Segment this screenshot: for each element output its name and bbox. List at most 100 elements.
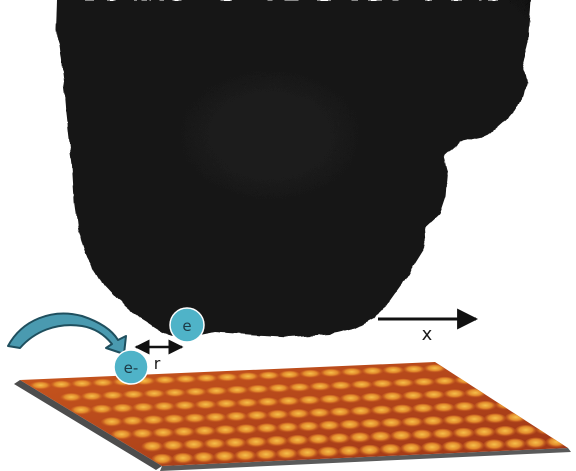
surface-atom (371, 379, 394, 389)
surface-atom (514, 425, 537, 436)
surface-atom (296, 447, 319, 459)
surface-atom (504, 438, 526, 450)
surface-atom (183, 413, 206, 424)
surface-atom (70, 405, 93, 416)
surface-atom (182, 439, 205, 451)
surface-atom (163, 388, 186, 398)
surface-atom (400, 442, 423, 455)
distance-label: r (154, 354, 161, 373)
surface-atom (277, 396, 300, 407)
surface-atom (246, 410, 268, 421)
sample-surface (14, 362, 571, 471)
surface-atom (163, 414, 185, 425)
surface-atom (266, 409, 289, 420)
surface-atom (402, 391, 425, 401)
surface-atom (50, 380, 73, 390)
surface-atom (213, 451, 236, 463)
surface-atom (225, 411, 248, 422)
surface-atom (370, 405, 393, 416)
stm-tip (57, 0, 531, 338)
surface-atom (339, 393, 362, 404)
surface-atom (71, 379, 93, 389)
electron-on-tip: e (169, 307, 205, 343)
surface-atom (215, 399, 238, 409)
surface-atom (195, 374, 218, 383)
surface-atom (276, 422, 299, 433)
surface-atom (143, 389, 166, 399)
surface-atom (275, 448, 298, 460)
surface-atom (484, 413, 507, 424)
surface-atom (535, 424, 558, 436)
surface-atom (462, 440, 485, 452)
surface-atom (131, 428, 154, 440)
surface-atom (309, 382, 332, 392)
surface-atom (90, 404, 113, 415)
surface-atom (151, 453, 174, 466)
surface-atom (246, 384, 269, 394)
surface-atom (100, 417, 123, 428)
surface-atom (360, 392, 383, 403)
surface-atom (205, 386, 228, 396)
surface-atom (452, 427, 475, 439)
surface-atom (340, 367, 363, 377)
surface-atom (348, 432, 371, 444)
electron-on-tip-label: e (182, 317, 191, 335)
x-axis-label: x (422, 324, 433, 345)
surface-atom (286, 434, 309, 446)
surface-atom (350, 380, 373, 390)
surface-atom (193, 426, 216, 437)
surface-atom (338, 419, 361, 431)
surface-atom (235, 424, 258, 435)
surface-atom (152, 427, 175, 439)
electron-incoming: e- (113, 349, 149, 385)
surface-atom (421, 416, 444, 427)
surface-atom (453, 401, 476, 412)
surface-atom (382, 366, 405, 375)
surface-atom (142, 415, 165, 426)
surface-atom (255, 423, 278, 434)
surface-atom (141, 441, 164, 453)
surface-atom (318, 420, 341, 431)
surface-atom (379, 443, 402, 456)
surface-atom (255, 449, 277, 461)
surface-atom (287, 409, 310, 419)
surface-atom (442, 415, 465, 426)
surface-atom (121, 416, 144, 427)
surface-atom (403, 365, 425, 374)
surface-atom (174, 375, 197, 384)
surface-atom (495, 400, 517, 410)
surface-atom (359, 418, 382, 430)
surface-atom (110, 429, 133, 440)
surface-atom (401, 417, 424, 428)
surface-atom (153, 401, 176, 412)
surface-atom (473, 426, 496, 438)
surface-atom (422, 390, 445, 400)
surface-atom (494, 425, 517, 437)
surface-atom (411, 429, 434, 441)
surface-atom (329, 381, 352, 391)
surface-atom (463, 414, 486, 425)
surface-atom (338, 445, 360, 457)
surface-atom (381, 392, 404, 402)
surface-atom (216, 373, 239, 382)
surface-atom (391, 404, 414, 415)
surface-atom (307, 434, 330, 445)
surface-atom (441, 441, 464, 453)
surface-atom (328, 433, 351, 445)
surface-atom (317, 446, 340, 458)
surface-atom (299, 369, 322, 379)
surface-atom (380, 417, 403, 429)
surface-atom (319, 394, 342, 405)
surface-atom (204, 412, 227, 423)
surface-atom (60, 393, 83, 402)
surface-atom (234, 450, 257, 462)
surface-atom (545, 436, 568, 448)
surface-atom (288, 383, 311, 393)
surface-atom (184, 387, 207, 397)
surface-atom (369, 431, 392, 443)
surface-atom (421, 442, 443, 454)
surface-atom (464, 388, 487, 399)
surface-atom (203, 438, 226, 450)
surface-atom (504, 412, 527, 423)
